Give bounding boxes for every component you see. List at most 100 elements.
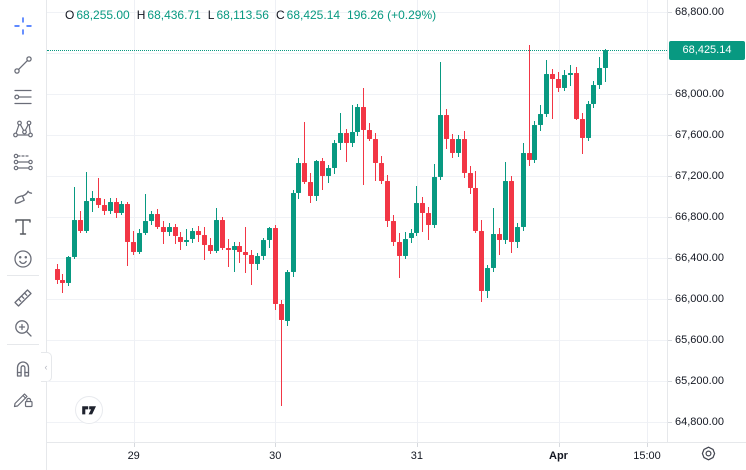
time-gridline xyxy=(133,0,135,442)
legend-close-value: 68,425.14 xyxy=(286,8,341,22)
time-axis-label: 31 xyxy=(410,450,424,462)
trend-line-tool-button[interactable] xyxy=(5,50,41,80)
candle-wick xyxy=(552,69,554,119)
measure-tool-button[interactable] xyxy=(5,283,41,313)
price-gridline xyxy=(47,340,667,341)
candle-wick xyxy=(528,44,530,166)
candle-body xyxy=(520,153,526,228)
price-axis-tick xyxy=(668,176,672,177)
candle-wick xyxy=(280,300,282,406)
candle-body xyxy=(514,227,520,242)
price-axis[interactable]: 68,425.14 68,800.00 68,000.00 67,600.00 67,… xyxy=(667,0,746,442)
candle-body xyxy=(54,269,60,280)
candle-body xyxy=(355,107,361,132)
candle-body xyxy=(320,160,325,176)
time-axis[interactable]: 29 30 31 Apr 15:00 xyxy=(47,442,746,470)
emoji-tool-button[interactable] xyxy=(5,244,41,274)
candle-body xyxy=(325,167,331,176)
candle-body xyxy=(284,272,290,321)
candle-body xyxy=(207,244,213,251)
price-gridline xyxy=(47,53,667,54)
price-gridline xyxy=(47,135,667,136)
candle-body xyxy=(314,160,320,197)
time-axis-tick xyxy=(133,443,135,447)
legend-open-label: O xyxy=(65,8,75,22)
last-price-tag: 68,425.14 xyxy=(669,40,745,60)
candle-body xyxy=(160,227,166,233)
candle-wick xyxy=(251,249,253,285)
last-price-line xyxy=(47,50,667,52)
candle-wick xyxy=(245,227,247,274)
price-axis-tick xyxy=(668,422,672,423)
candle-body xyxy=(467,172,473,189)
candle-body xyxy=(396,241,402,256)
gear-icon xyxy=(700,445,717,467)
candle-body xyxy=(556,78,561,88)
candle-body xyxy=(101,204,107,211)
projection-icon xyxy=(10,149,36,175)
candle-wick xyxy=(233,241,235,273)
candle-body xyxy=(119,203,125,213)
projection-tool-button[interactable] xyxy=(5,147,41,177)
price-axis-label: 67,600.00 xyxy=(675,129,724,141)
candle-body xyxy=(78,220,84,232)
candle-wick xyxy=(351,105,353,148)
toolbar-collapse-handle[interactable]: ‹ xyxy=(41,352,52,382)
toolbar-divider xyxy=(7,275,39,276)
candle-body xyxy=(213,220,219,251)
candle-body xyxy=(302,162,308,183)
axis-settings-button[interactable] xyxy=(697,445,719,467)
fib-retracement-icon xyxy=(10,84,36,110)
fib-retracement-tool-button[interactable] xyxy=(5,82,41,112)
candle-body xyxy=(89,197,95,201)
candle-wick xyxy=(145,194,146,236)
candle-body xyxy=(331,143,337,168)
price-axis-label: 67,200.00 xyxy=(675,170,724,182)
time-axis-label: 29 xyxy=(127,450,140,462)
legend-high-value: 68,436.71 xyxy=(147,8,201,22)
candle-body xyxy=(231,245,237,250)
candle-wick xyxy=(91,191,93,212)
zoom-in-tool-button[interactable] xyxy=(5,313,41,343)
candle-body xyxy=(337,132,343,144)
candle-wick xyxy=(345,128,347,162)
text-tool-button[interactable] xyxy=(5,212,41,242)
candle-body xyxy=(449,139,455,154)
candle-body xyxy=(148,213,154,222)
candle-wick xyxy=(304,121,306,185)
candle-body xyxy=(107,201,113,211)
candle-body xyxy=(72,220,78,257)
candle-body xyxy=(567,72,573,75)
price-axis-tick xyxy=(668,94,672,95)
candle-body xyxy=(296,162,302,194)
price-axis-label: 68,800.00 xyxy=(675,6,724,18)
magnet-tool-button[interactable] xyxy=(5,353,41,383)
candle-body xyxy=(278,304,284,321)
price-axis-tick xyxy=(668,12,672,13)
xabcd-pattern-tool-button[interactable] xyxy=(5,114,41,144)
candle-body xyxy=(420,202,426,213)
candle-wick xyxy=(363,87,365,186)
brush-tool-button[interactable] xyxy=(5,181,41,211)
time-gridline xyxy=(275,0,277,442)
price-axis-tick xyxy=(668,217,672,218)
candle-body xyxy=(361,107,367,130)
candle-wick xyxy=(162,221,164,244)
candle-wick xyxy=(97,178,99,208)
price-axis-label: 64,800.00 xyxy=(675,416,724,428)
drawing-lock-tool-button[interactable] xyxy=(5,383,41,413)
candle-body xyxy=(432,177,438,226)
price-gridline xyxy=(47,258,667,259)
candle-body xyxy=(585,104,591,139)
tradingview-logo[interactable] xyxy=(74,395,104,425)
price-axis-tick xyxy=(668,135,672,136)
crosshair-tool-button[interactable] xyxy=(5,11,41,41)
candle-body xyxy=(508,181,514,242)
candle-body xyxy=(603,50,609,68)
candlestick-plot[interactable] xyxy=(47,0,667,442)
candle-body xyxy=(455,139,461,154)
candle-body xyxy=(184,239,190,242)
candle-wick xyxy=(239,241,241,264)
candle-body xyxy=(196,231,202,236)
candle-body xyxy=(60,279,66,283)
